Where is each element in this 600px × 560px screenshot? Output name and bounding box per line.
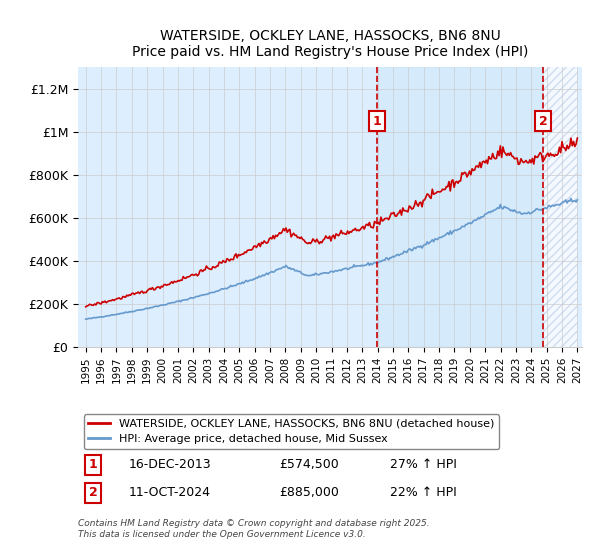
Text: 11-OCT-2024: 11-OCT-2024	[128, 486, 211, 500]
Bar	[543, 67, 577, 347]
Text: 2: 2	[539, 115, 548, 128]
Text: Contains HM Land Registry data © Crown copyright and database right 2025.
This d: Contains HM Land Registry data © Crown c…	[78, 520, 430, 539]
Text: 22% ↑ HPI: 22% ↑ HPI	[391, 486, 457, 500]
Text: £885,000: £885,000	[280, 486, 340, 500]
Text: 2: 2	[89, 486, 97, 500]
Text: 1: 1	[89, 458, 97, 472]
Text: 1: 1	[373, 115, 382, 128]
Legend: WATERSIDE, OCKLEY LANE, HASSOCKS, BN6 8NU (detached house), HPI: Average price, : WATERSIDE, OCKLEY LANE, HASSOCKS, BN6 8N…	[83, 414, 499, 449]
Title: WATERSIDE, OCKLEY LANE, HASSOCKS, BN6 8NU
Price paid vs. HM Land Registry's Hous: WATERSIDE, OCKLEY LANE, HASSOCKS, BN6 8N…	[132, 29, 528, 59]
Bar	[543, 67, 577, 347]
Text: £574,500: £574,500	[280, 458, 340, 472]
Text: 16-DEC-2013: 16-DEC-2013	[128, 458, 211, 472]
Text: 27% ↑ HPI: 27% ↑ HPI	[391, 458, 457, 472]
Bar	[377, 67, 543, 347]
